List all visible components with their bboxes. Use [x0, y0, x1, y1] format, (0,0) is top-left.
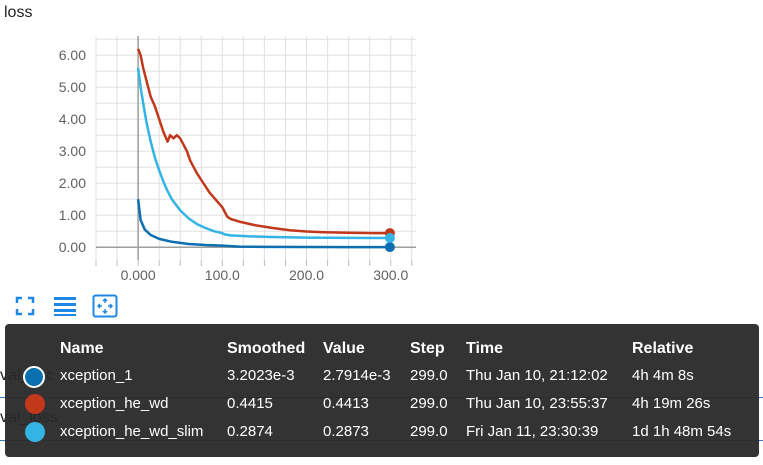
y-tick-label: 0.00 — [59, 239, 86, 255]
row-time: Thu Jan 10, 21:12:02 — [466, 367, 608, 384]
row-name: xception_he_wd — [60, 395, 169, 412]
fullscreen-icon — [15, 296, 35, 316]
header-relative: Relative — [632, 340, 694, 357]
fullscreen-button[interactable] — [12, 293, 38, 319]
series-color-dot — [25, 422, 45, 442]
chart-toolbar — [12, 293, 118, 319]
row-smoothed: 0.4415 — [227, 395, 273, 412]
header-step: Step — [410, 340, 445, 357]
list-icon — [54, 297, 76, 316]
chart-ticks: 0.00 1.00 2.00 3.00 4.00 5.00 6.00 0.000 100.0 20… — [59, 47, 409, 283]
x-tick-label: 200.0 — [289, 267, 324, 283]
row-relative: 4h 4m 8s — [632, 367, 694, 384]
tooltip-header-row: Name Smoothed Value Step Time Relative — [5, 337, 759, 361]
row-step: 299.0 — [410, 423, 448, 440]
row-step: 299.0 — [410, 367, 448, 384]
fit-domain-icon — [92, 294, 118, 318]
tooltip-row: xception_he_wd_slim 0.2874 0.2873 299.0 … — [5, 420, 759, 444]
row-value: 0.4413 — [323, 395, 369, 412]
row-smoothed: 3.2023e-3 — [227, 367, 295, 384]
fit-domain-button[interactable] — [92, 293, 118, 319]
row-time: Thu Jan 10, 23:55:37 — [466, 395, 608, 412]
y-tick-label: 5.00 — [59, 79, 86, 95]
row-value: 2.7914e-3 — [323, 367, 391, 384]
series-end-dot-xception_1 — [384, 242, 395, 253]
series-line-xception_1 — [136, 199, 390, 249]
y-tick-label: 1.00 — [59, 207, 86, 223]
series-line-xception_he_wd_slim — [136, 67, 390, 240]
chart-end-dots — [384, 228, 395, 253]
row-step: 299.0 — [410, 395, 448, 412]
loss-chart[interactable]: 0.00 1.00 2.00 3.00 4.00 5.00 6.00 0.000 100.0 20… — [0, 0, 430, 290]
chart-lines — [136, 48, 390, 249]
row-smoothed: 0.2874 — [227, 423, 273, 440]
toggle-data-button[interactable] — [52, 293, 78, 319]
header-name: Name — [60, 340, 104, 357]
header-smoothed: Smoothed — [227, 340, 306, 357]
series-end-dot-xception_he_wd_slim — [384, 233, 395, 244]
series-color-dot — [23, 366, 45, 388]
series-line-xception_he_wd — [136, 48, 390, 235]
tooltip-row: xception_he_wd 0.4415 0.4413 299.0 Thu J… — [5, 392, 759, 416]
header-time: Time — [466, 340, 504, 357]
row-relative: 4h 19m 26s — [632, 395, 711, 412]
row-value: 0.2873 — [323, 423, 369, 440]
row-time: Fri Jan 11, 23:30:39 — [466, 423, 599, 440]
y-tick-label: 2.00 — [59, 175, 86, 191]
header-value: Value — [323, 340, 365, 357]
row-relative: 1d 1h 48m 54s — [632, 423, 732, 440]
tooltip-row: xception_1 3.2023e-3 2.7914e-3 299.0 Thu… — [5, 364, 759, 388]
row-name: xception_he_wd_slim — [60, 423, 204, 440]
card-title: loss — [4, 4, 33, 21]
row-name: xception_1 — [60, 367, 133, 384]
y-tick-label: 4.00 — [59, 111, 86, 127]
x-tick-label: 0.000 — [121, 267, 156, 283]
y-tick-label: 3.00 — [59, 143, 86, 159]
series-color-dot — [25, 394, 45, 414]
x-tick-label: 100.0 — [205, 267, 240, 283]
chart-grid — [95, 36, 416, 266]
data-tooltip: Name Smoothed Value Step Time Relative x… — [5, 324, 759, 457]
x-tick-label: 300.0 — [373, 267, 408, 283]
y-tick-label: 6.00 — [59, 47, 86, 63]
